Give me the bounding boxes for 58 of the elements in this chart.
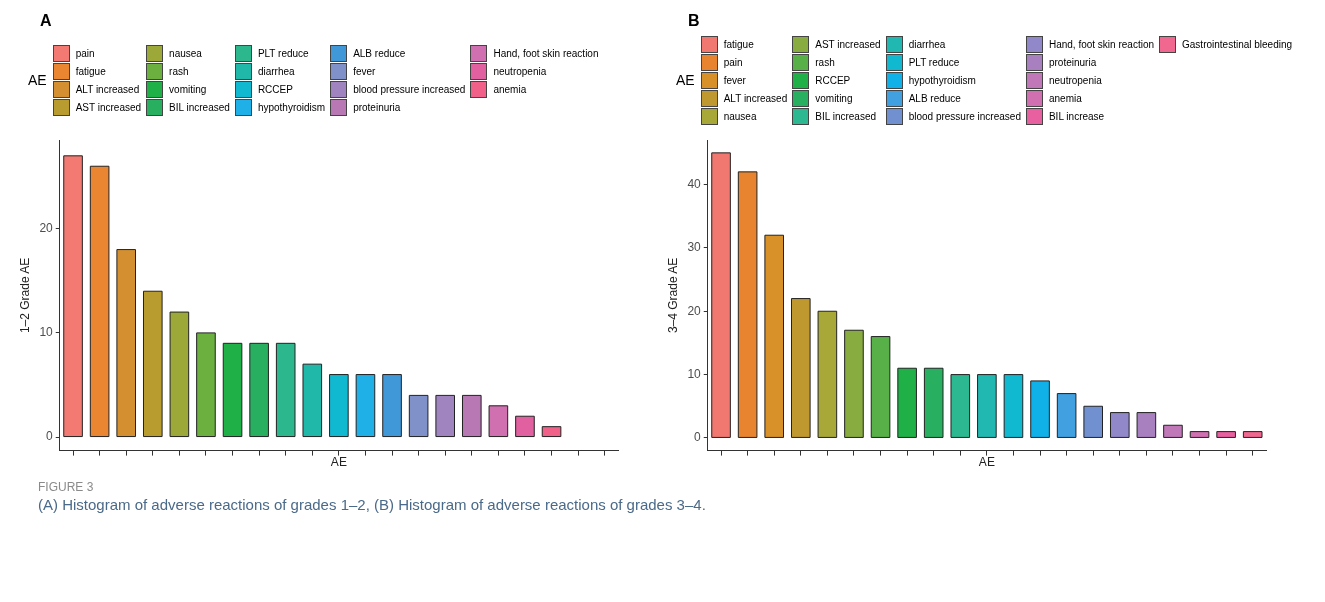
y-tick-label: 0 — [694, 430, 702, 445]
chart-title: A — [39, 11, 53, 30]
legend-label: BIL increase — [1048, 110, 1105, 122]
y-tick-label: 10 — [39, 325, 54, 340]
legend-label: nausea — [169, 47, 202, 59]
y-tick-label: 20 — [39, 221, 54, 236]
legend-label: vomiting — [169, 83, 207, 95]
y-axis-title: 3–4 Grade AE — [665, 257, 680, 334]
legend-label: pain — [75, 47, 95, 59]
y-tick-label: 40 — [687, 176, 702, 191]
legend-title: AE — [28, 72, 47, 88]
y-tick-label: 20 — [687, 303, 702, 318]
text: (A) Histogram of adverse reactions of grades 1–2, (B) Histogram of adverse reactions of grades 3–4. — [38, 496, 707, 513]
legend-label: ALB reduce — [353, 47, 406, 59]
legend-label: Gastrointestinal bleeding — [1182, 38, 1293, 50]
legend-label: fever — [353, 65, 376, 77]
legend-label: diarrhea — [908, 38, 946, 50]
legend-label: pain — [723, 56, 743, 68]
legend-label: blood pressure increased — [353, 83, 466, 95]
legend-label: RCCEP — [815, 74, 851, 86]
y-axis-title: 1–2 Grade AE — [17, 257, 32, 334]
legend-label: Hand, foot skin reaction — [1048, 38, 1155, 50]
legend-label: Hand, foot skin reaction — [493, 47, 599, 59]
legend-label: AST increased — [75, 101, 142, 113]
y-tick-label: 30 — [687, 240, 702, 255]
legend-label: neutropenia — [493, 65, 547, 77]
legend-label: PLT reduce — [257, 47, 309, 59]
legend-label: anemia — [493, 83, 527, 95]
legend-label: RCCEP — [257, 83, 293, 95]
legend-label: rash — [815, 56, 835, 68]
legend-label: ALB reduce — [908, 92, 961, 104]
legend-label: fatigue — [75, 65, 106, 77]
legend-label: proteinuria — [1048, 56, 1097, 68]
legend-label: blood pressure increased — [908, 110, 1021, 122]
legend-label: diarrhea — [257, 65, 295, 77]
x-axis-title: AE — [330, 455, 347, 470]
legend-label: hypothyroidism — [908, 74, 976, 86]
legend-label: PLT reduce — [908, 56, 960, 68]
caption: FIGURE 3 — [38, 480, 95, 494]
legend-label: BIL increased — [169, 101, 230, 113]
legend-label: rash — [169, 65, 189, 77]
legend-label: ALT increased — [723, 92, 788, 104]
x-axis-title: AE — [978, 455, 995, 470]
legend-label: neutropenia — [1048, 74, 1102, 86]
legend-label: nausea — [723, 110, 757, 122]
legend-label: anemia — [1048, 92, 1082, 104]
legend-label: ALT increased — [75, 83, 140, 95]
legend-label: fever — [723, 74, 746, 86]
legend-label: vomiting — [815, 92, 853, 104]
legend-label: hypothyroidism — [257, 101, 326, 113]
legend-title: AE — [676, 72, 695, 88]
y-tick-label: 0 — [46, 429, 54, 444]
legend-label: proteinuria — [353, 101, 401, 113]
chart-title: B — [687, 11, 701, 30]
legend-label: BIL increased — [815, 110, 877, 122]
legend-label: AST increased — [815, 38, 881, 50]
y-tick-label: 10 — [687, 366, 702, 381]
legend-label: fatigue — [723, 38, 754, 50]
